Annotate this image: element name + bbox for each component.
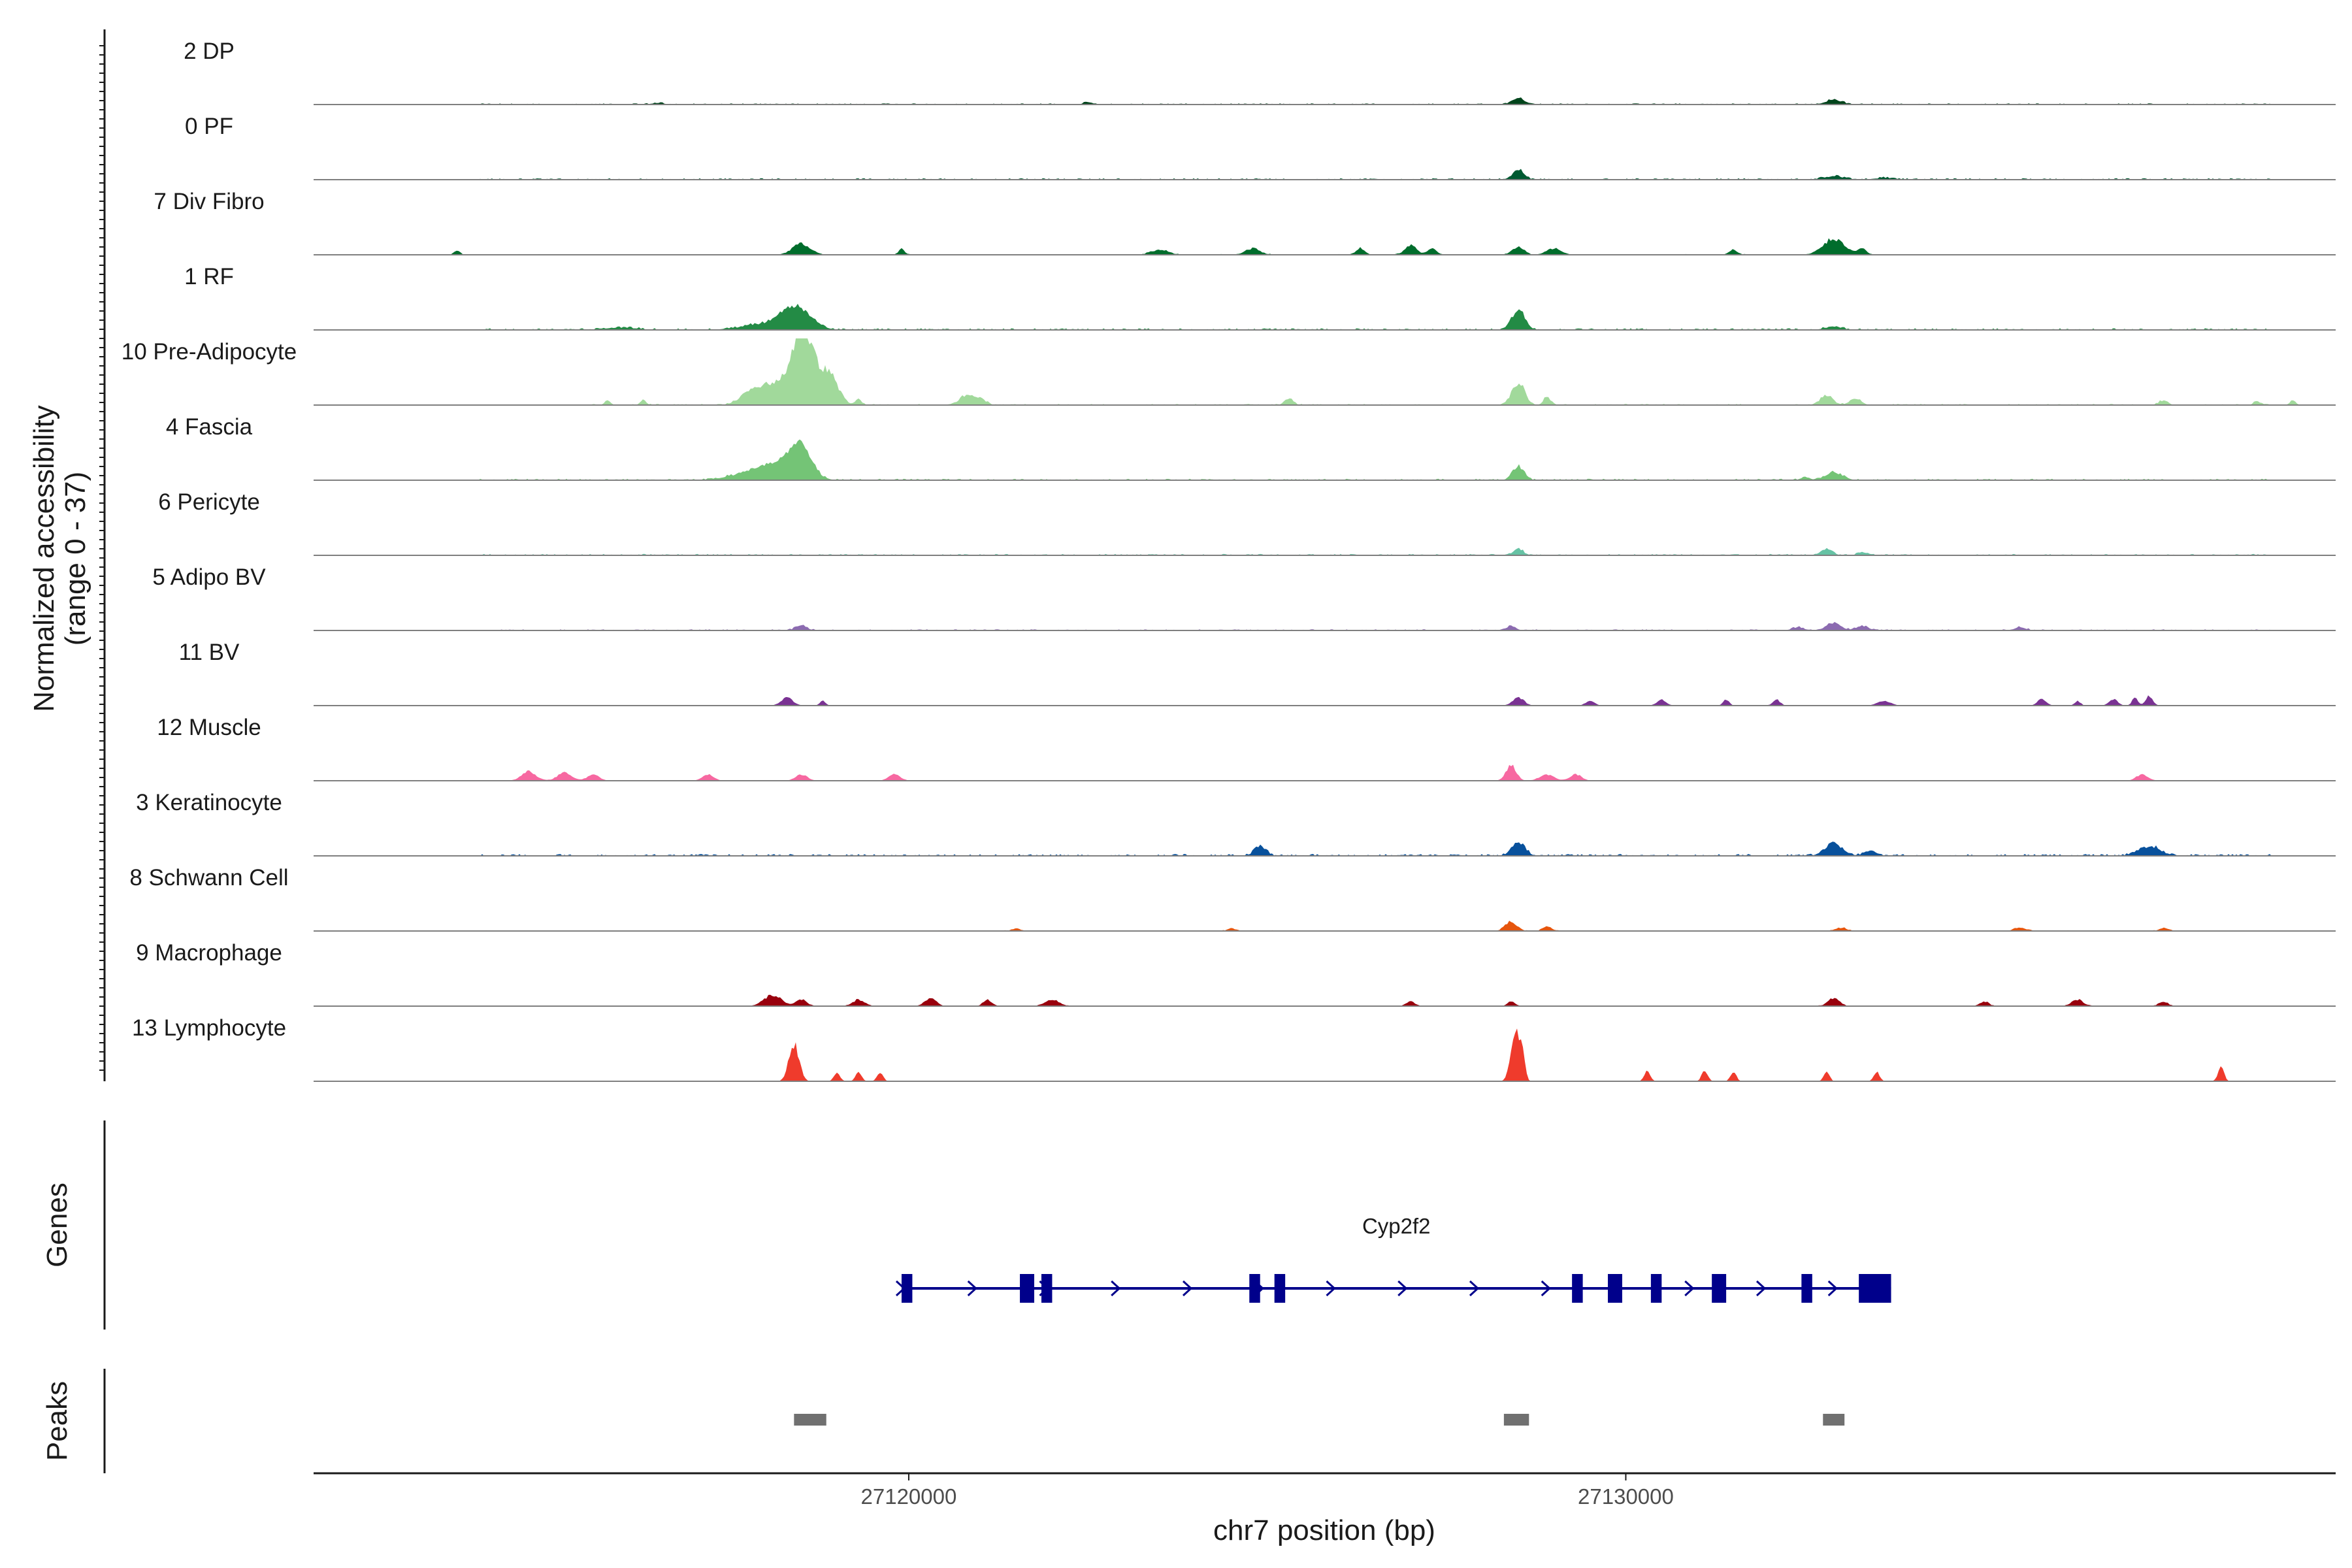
coverage-area [314,764,2336,781]
coverage-y-axis-title-line2: (range 0 - 37) [59,472,91,646]
gene-exon [1859,1274,1891,1303]
strand-arrow [1541,1280,1551,1297]
track-6-pericyte: 6 Pericyte [158,489,2336,556]
track-3-keratinocyte: 3 Keratinocyte [136,790,2336,857]
track-label: 11 BV [179,640,240,665]
strand-arrow [967,1280,977,1297]
track-5-adipo-bv: 5 Adipo BV [152,564,2336,631]
coverage-y-axis [99,29,106,1081]
x-axis-tick-label: 27130000 [1578,1484,1674,1509]
track-0-pf: 0 PF [185,114,2336,180]
gene-model: Cyp2f2 [895,1214,1891,1303]
x-axis-ticks: 27120000 27130000 [861,1473,1674,1509]
peak-region [794,1414,826,1426]
track-9-macrophage: 9 Macrophage [136,940,2336,1007]
track-label: 13 Lymphocyte [132,1015,286,1041]
track-label: 8 Schwann Cell [129,865,288,890]
track-13-lymphocyte: 13 Lymphocyte [132,1015,2336,1082]
x-axis: 27120000 27130000 chr7 position (bp) [314,1472,2336,1546]
peak-region [1503,1414,1529,1426]
genes-panel: Genes Cyp2f2 [41,1120,1891,1330]
gene-exon [901,1274,913,1303]
track-label: 6 Pericyte [158,489,260,515]
track-label: 0 PF [185,114,233,139]
strand-arrow [1827,1280,1838,1297]
track-4-fascia: 4 Fascia [166,414,2336,481]
strand-arrow [1756,1280,1767,1297]
coverage-area [314,994,2336,1006]
strand-arrow [1111,1280,1121,1297]
coverage-area [314,547,2336,555]
coverage-area [314,695,2336,706]
track-label: 1 RF [184,264,234,289]
strand-arrow [1326,1280,1336,1297]
peaks-panel: Peaks [41,1369,1845,1473]
x-axis-title: chr7 position (bp) [1213,1514,1435,1546]
track-label: 9 Macrophage [136,940,282,966]
gene-name-label: Cyp2f2 [1362,1214,1431,1238]
coverage-area [314,238,2336,255]
coverage-area [314,97,2336,105]
coverage-y-axis-title-line1: Normalized accessibility [28,405,60,711]
gene-exon [1572,1274,1583,1303]
gene-exon [1041,1274,1053,1303]
peaks-panel-title: Peaks [41,1381,73,1461]
track-label: 4 Fascia [166,414,253,440]
track-label: 5 Adipo BV [152,564,266,590]
track-7-div-fibro: 7 Div Fibro [154,189,2336,255]
coverage-area [314,169,2336,180]
track-12-muscle: 12 Muscle [157,715,2336,781]
gene-exon [1249,1274,1260,1303]
coverage-area [314,622,2336,630]
gene-exon [1650,1274,1662,1303]
x-axis-tick-label: 27120000 [861,1484,957,1509]
track-11-bv: 11 BV [179,640,2336,706]
gene-exon [1801,1274,1812,1303]
track-label: 7 Div Fibro [154,189,264,214]
track-10-pre-adipocyte: 10 Pre-Adipocyte [122,338,2336,406]
track-label: 12 Muscle [157,715,261,740]
gene-exon [1608,1274,1622,1303]
track-2-dp: 2 DP [184,39,2336,105]
coverage-area [314,304,2336,330]
strand-arrow [1397,1280,1408,1297]
strand-arrow [1469,1280,1480,1297]
gene-exon [1712,1274,1727,1303]
track-label: 3 Keratinocyte [136,790,282,815]
coverage-y-axis-ticks [99,45,105,1071]
track-8-schwann-cell: 8 Schwann Cell [129,865,2336,932]
track-label: 2 DP [184,39,235,64]
peak-region [1823,1414,1845,1426]
gene-exon [1274,1274,1286,1303]
gene-exon [1020,1274,1035,1303]
coverage-area [314,338,2336,405]
strand-arrow [1182,1280,1193,1297]
genes-panel-title: Genes [41,1183,73,1267]
strand-arrow [1684,1280,1695,1297]
coverage-area [314,841,2336,856]
coverage-tracks: 2 DP 0 PF 7 Div Fibro 1 RF 10 Pre-Adipocyte 4… [122,39,2336,1082]
track-1-rf: 1 RF [184,264,2336,331]
peak-regions [794,1414,1845,1426]
track-label: 10 Pre-Adipocyte [122,339,297,365]
